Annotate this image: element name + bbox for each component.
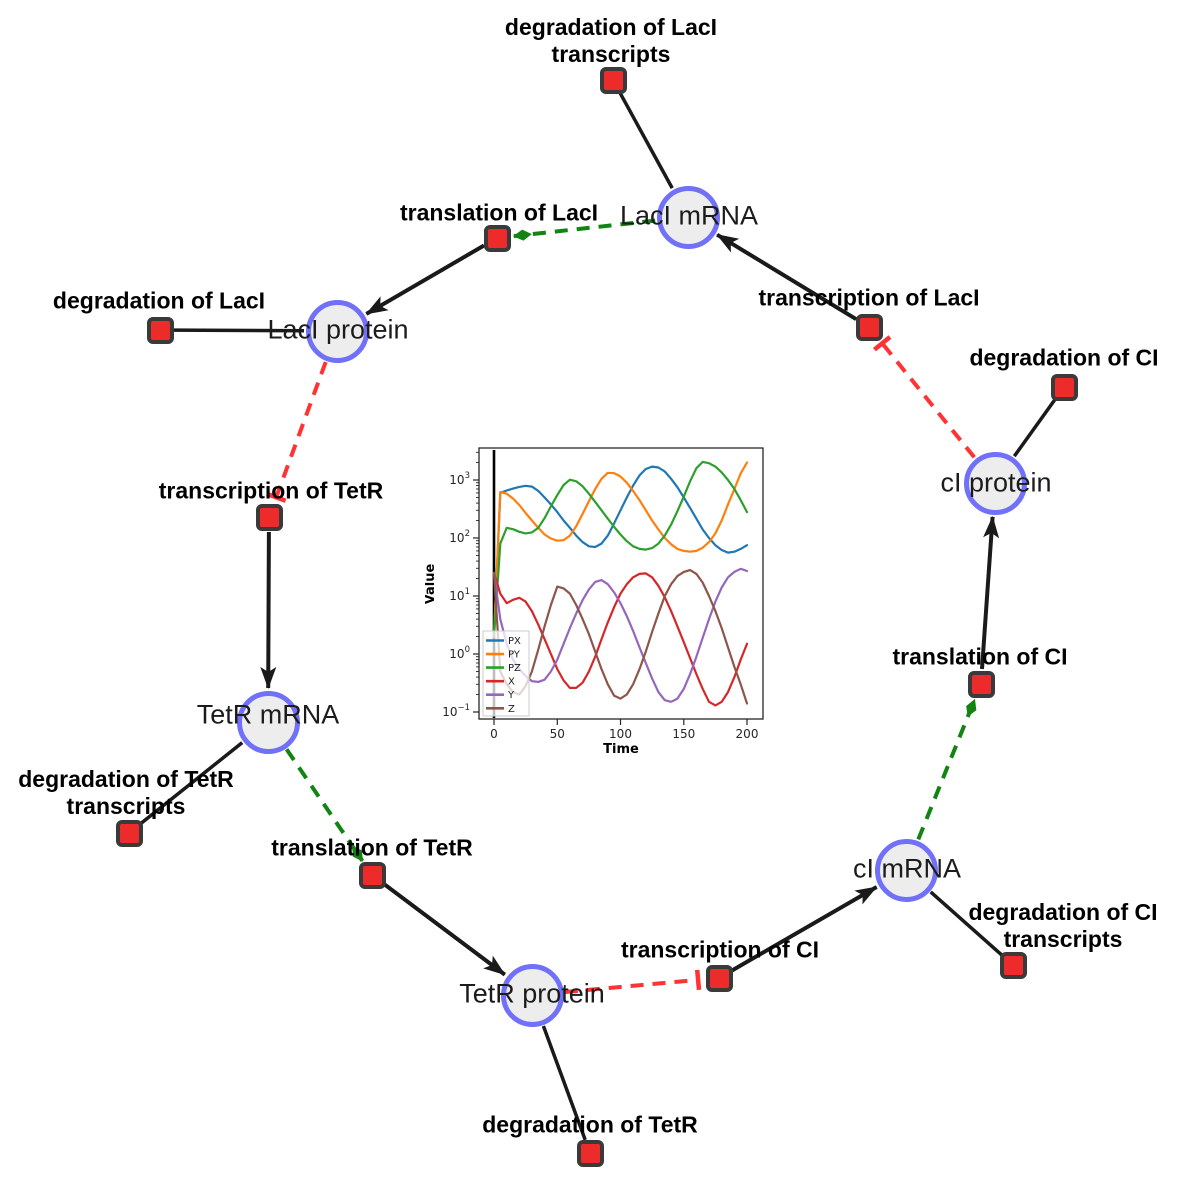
reaction-label-transcription_laci: transcription of LacI xyxy=(758,285,979,312)
legend-box xyxy=(482,630,530,717)
reaction-node-transcription_ci xyxy=(705,964,733,992)
reaction-label-translation_ci: translation of CI xyxy=(892,644,1067,671)
legend-label-Y: Y xyxy=(507,690,515,701)
edge-consumption-tetr_protein-deg_tetr xyxy=(541,1025,587,1141)
edge-consumption-laci_protein-deg_laci xyxy=(173,328,305,333)
edge-consumption-tetr_mrna-deg_tetr_transcripts xyxy=(138,741,244,826)
species-label-laci_protein: LacI protein xyxy=(267,314,409,345)
reaction-node-deg_laci xyxy=(146,316,174,344)
reaction-label-line: transcription of CI xyxy=(620,936,820,963)
reaction-label-line: transcription of LacI xyxy=(758,284,980,311)
edge-modifier-ci_mrna-translation_ci xyxy=(916,698,977,841)
reaction-node-translation_laci xyxy=(483,224,511,252)
edge-consumption-ci_mrna-deg_ci_transcripts xyxy=(929,890,1004,958)
reaction-label-deg_ci_transcripts: degradation of CI transcripts xyxy=(968,899,1157,953)
x-axis-label: Time xyxy=(603,742,639,757)
reaction-label-deg_laci: degradation of LacI xyxy=(53,288,265,315)
legend-label-PZ: PZ xyxy=(508,663,521,674)
reaction-node-translation_ci xyxy=(967,670,995,698)
reaction-label-line: degradation of TetR xyxy=(482,1111,698,1138)
time-series-plot-svg: 10−1 100 101 102 103 0 50 100 150 200 Time Value PX P… xyxy=(423,447,764,757)
reaction-node-deg_ci xyxy=(1050,373,1078,401)
reaction-node-deg_tetr_transcripts xyxy=(115,819,143,847)
x-tick-label: 200 xyxy=(736,727,759,741)
y-tick-label: 102 xyxy=(449,529,470,545)
y-axis-label: Value xyxy=(425,563,438,604)
reaction-label-line: transcripts xyxy=(1003,926,1123,952)
edge-production-translation_ci-ci_protein xyxy=(980,515,1000,670)
reaction-node-transcription_laci xyxy=(855,313,883,341)
series-line-PZ xyxy=(492,460,749,638)
x-tick-label: 100 xyxy=(609,727,632,741)
reaction-label-deg_tetr_transcripts: degradation of TetR transcripts xyxy=(18,766,234,820)
edge-inhibition-tetr_protein-transcription_ci xyxy=(564,969,702,994)
legend-label-PX: PX xyxy=(508,636,521,647)
species-label-ci_protein: cI protein xyxy=(940,467,1052,498)
reaction-label-line: transcripts xyxy=(551,41,671,67)
y-tick-label: 101 xyxy=(449,587,470,603)
reaction-label-line: translation of CI xyxy=(892,643,1068,670)
species-node-ci_protein xyxy=(963,451,1027,515)
x-tick-label: 50 xyxy=(550,727,565,741)
species-label-tetr_mrna: TetR mRNA xyxy=(196,699,340,730)
reaction-label-line: degradation of CI xyxy=(968,899,1158,925)
legend-label-PY: PY xyxy=(508,650,521,661)
reaction-node-deg_laci_transcripts xyxy=(599,66,627,94)
reaction-label-line: degradation of LacI xyxy=(52,287,266,314)
reaction-label-line: transcription of TetR xyxy=(158,477,384,504)
species-label-laci_mrna: LacI mRNA xyxy=(619,200,759,231)
species-node-tetr_protein xyxy=(500,963,564,1027)
edge-inhibition-laci_protein-transcription_tetr xyxy=(266,361,328,503)
reaction-label-line: degradation of LacI xyxy=(504,14,718,40)
reaction-label-translation_tetr: translation of TetR xyxy=(271,835,472,862)
series-line-Y xyxy=(492,567,749,703)
edge-inhibition-ci_protein-transcription_laci xyxy=(873,335,976,459)
inset-time-series-plot: 10−1 100 101 102 103 0 50 100 150 200 Time Value PX P… xyxy=(423,430,775,765)
reaction-node-deg_ci_transcripts xyxy=(999,951,1027,979)
series-line-X xyxy=(492,571,749,707)
reaction-label-line: degradation of CI xyxy=(969,344,1159,371)
y-tick-label: 100 xyxy=(449,645,470,661)
reaction-label-deg_ci: degradation of CI xyxy=(969,345,1158,372)
reaction-label-deg_tetr: degradation of TetR xyxy=(482,1112,698,1139)
species-label-tetr_protein: TetR protein xyxy=(459,978,605,1009)
x-tick-label: 150 xyxy=(672,727,695,741)
y-tick-label: 10−1 xyxy=(442,703,470,719)
reaction-node-deg_tetr xyxy=(576,1139,604,1167)
edge-production-translation_laci-laci_protein xyxy=(365,243,486,316)
reaction-label-transcription_ci: transcription of CI xyxy=(621,937,819,964)
reaction-label-transcription_tetr: transcription of TetR xyxy=(159,478,383,505)
edge-production-translation_tetr-tetr_protein xyxy=(382,882,506,977)
series-line-PY xyxy=(492,461,749,638)
legend-label-Z: Z xyxy=(508,704,515,715)
reaction-label-line: degradation of TetR xyxy=(18,766,234,792)
species-node-laci_protein xyxy=(305,299,369,363)
reaction-label-deg_laci_transcripts: degradation of LacI transcripts xyxy=(505,14,717,68)
series-line-Z xyxy=(492,569,749,705)
species-label-ci_mrna: cI mRNA xyxy=(853,853,961,884)
edge-production-transcription_tetr-tetr_mrna xyxy=(260,531,277,689)
edge-production-transcription_ci-ci_mrna xyxy=(730,885,878,973)
reaction-node-transcription_tetr xyxy=(255,503,283,531)
legend-label-X: X xyxy=(508,677,515,688)
species-node-tetr_mrna xyxy=(236,690,300,754)
edge-production-transcription_laci-laci_mrna xyxy=(716,232,858,321)
species-node-laci_mrna xyxy=(656,185,720,249)
edge-consumption-laci_mrna-deg_laci_transcripts xyxy=(618,91,674,189)
x-tick-label: 0 xyxy=(490,727,498,741)
edge-modifier-tetr_mrna-translation_tetr xyxy=(284,748,365,863)
series-line-PX xyxy=(492,465,749,638)
edge-consumption-ci_protein-deg_ci xyxy=(1012,397,1058,458)
reaction-label-line: transcripts xyxy=(66,793,186,819)
reaction-node-translation_tetr xyxy=(358,861,386,889)
reaction-label-line: translation of LacI xyxy=(399,199,599,226)
edge-modifier-laci_mrna-translation_laci xyxy=(512,218,656,241)
y-tick-label: 103 xyxy=(449,471,470,487)
species-node-ci_mrna xyxy=(874,838,938,902)
reaction-label-translation_laci: translation of LacI xyxy=(400,200,598,227)
reaction-label-line: translation of TetR xyxy=(271,834,473,861)
